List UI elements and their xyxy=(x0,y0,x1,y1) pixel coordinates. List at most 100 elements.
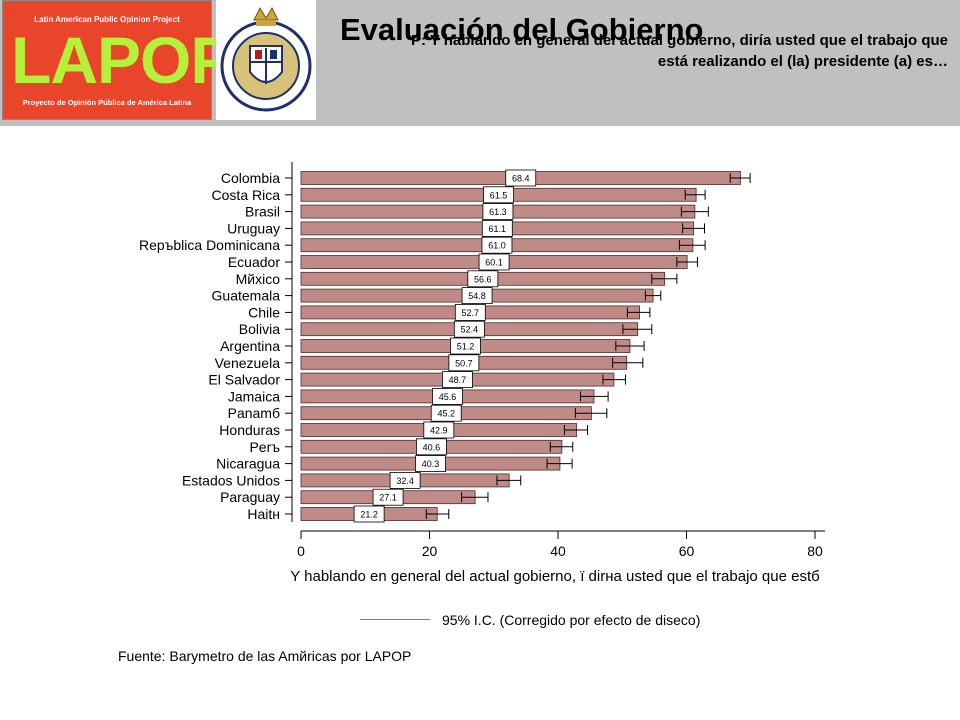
category-label: Colombia xyxy=(221,170,280,186)
data-label-text: 54.8 xyxy=(468,291,486,301)
data-label-text: 45.6 xyxy=(439,392,457,402)
category-label: Repъblica Dominicana xyxy=(139,237,280,253)
data-label: 61.3 xyxy=(482,203,514,220)
error-bar xyxy=(496,475,522,486)
category-label: Uruguay xyxy=(227,220,280,236)
data-label-text: 42.9 xyxy=(430,426,448,436)
error-bar xyxy=(425,509,450,519)
category-label: Argentina xyxy=(220,338,280,354)
data-label: 51.2 xyxy=(450,337,481,355)
data-label-text: 21.2 xyxy=(360,510,378,520)
x-axis-label: Y hablando en general del actual gobiern… xyxy=(290,568,819,585)
category-label: Brasil xyxy=(245,204,280,220)
source-note: Fuente: Barymetro de las Amйricas por LA… xyxy=(118,648,412,664)
error-bar xyxy=(684,189,706,200)
error-bar xyxy=(651,273,678,284)
data-label-text: 45.2 xyxy=(437,409,455,419)
category-label: Haitн xyxy=(247,506,280,522)
error-bar xyxy=(579,391,609,402)
category-label: Panamб xyxy=(228,405,280,421)
header-band: Latin American Public Opinion Project LA… xyxy=(0,0,960,126)
data-label: 32.4 xyxy=(389,471,421,489)
error-bar xyxy=(682,223,705,234)
x-tick-label: 20 xyxy=(422,543,438,559)
university-seal-icon xyxy=(220,6,312,112)
category-label: Costa Rica xyxy=(212,187,281,203)
x-tick-label: 40 xyxy=(550,543,566,559)
error-bar xyxy=(563,425,589,435)
error-bar xyxy=(626,307,651,318)
data-label-text: 60.1 xyxy=(485,258,503,268)
data-label: 61.1 xyxy=(481,220,513,237)
category-label: Nicaragua xyxy=(216,456,280,472)
data-label-text: 61.1 xyxy=(489,224,507,234)
data-label-text: 40.6 xyxy=(423,442,441,452)
error-bar xyxy=(680,206,709,217)
data-label: 45.2 xyxy=(430,404,462,422)
data-label: 54.8 xyxy=(461,287,493,305)
bar-chart: 68.4 61.5 61.3 61.1 61.0 60.1 56.6 54.8 52.7 52.4… xyxy=(139,162,825,620)
data-label-text: 51.2 xyxy=(457,342,475,352)
data-label-text: 40.3 xyxy=(422,459,440,469)
category-label: Estados Unidos xyxy=(182,472,280,488)
data-label: 50.7 xyxy=(448,354,480,372)
data-label: 61.5 xyxy=(483,186,514,204)
error-bar xyxy=(678,240,706,251)
category-label: Bolivia xyxy=(239,321,280,337)
data-label: 40.6 xyxy=(416,438,447,456)
data-label-text: 50.7 xyxy=(455,358,473,368)
error-bar xyxy=(612,357,644,368)
category-label: Chile xyxy=(248,304,280,320)
error-bar xyxy=(546,458,573,469)
x-tick-label: 60 xyxy=(679,543,695,559)
error-bar xyxy=(574,408,608,419)
data-label: 60.1 xyxy=(478,253,510,271)
bars-group: 68.4 61.5 61.3 61.1 61.0 60.1 56.6 54.8 52.7 52.4… xyxy=(300,169,751,523)
data-label-text: 52.4 xyxy=(461,325,479,335)
category-label: Jamaica xyxy=(228,388,280,404)
data-label-text: 56.6 xyxy=(474,274,492,284)
data-label: 45.6 xyxy=(432,387,463,405)
x-axis: 0 20 40 60 80 xyxy=(297,530,825,559)
legend-text: 95% I.C. (Corregido por efecto de diseco… xyxy=(442,612,701,628)
data-label: 48.7 xyxy=(442,371,473,389)
data-label-text: 61.0 xyxy=(488,241,506,251)
data-label-text: 52.7 xyxy=(462,308,480,318)
error-bar xyxy=(602,374,626,385)
data-label: 27.1 xyxy=(372,488,404,506)
data-label: 68.4 xyxy=(505,169,537,187)
lapop-logo: Latin American Public Opinion Project LA… xyxy=(2,0,234,120)
error-bar xyxy=(729,173,751,183)
error-bar xyxy=(549,441,574,452)
category-label: Mйxico xyxy=(236,271,281,287)
error-bar xyxy=(461,492,489,503)
data-label: 40.3 xyxy=(415,455,446,473)
data-label-text: 61.5 xyxy=(490,190,508,200)
question-text-content: P: Y hablando en general del actual gobi… xyxy=(410,32,948,70)
category-label: El Salvador xyxy=(208,372,280,388)
data-label-text: 32.4 xyxy=(396,476,414,486)
lapop-logo-top-text: Latin American Public Opinion Project xyxy=(34,15,180,24)
error-bar xyxy=(622,324,653,335)
data-label-text: 48.7 xyxy=(449,375,467,385)
data-label: 56.6 xyxy=(467,270,499,288)
x-tick-label: 80 xyxy=(807,543,823,559)
category-label: Guatemala xyxy=(212,288,281,304)
question-text: P: Y hablando en general del actual gobi… xyxy=(390,30,948,72)
category-label: Paraguay xyxy=(220,489,280,505)
page-title: Evaluación del Gobierno xyxy=(340,12,704,47)
error-bar xyxy=(615,341,645,351)
category-label: Venezuela xyxy=(215,355,281,371)
error-bar xyxy=(676,257,698,267)
error-bar xyxy=(644,290,662,301)
x-tick-label: 0 xyxy=(297,543,305,559)
data-label: 42.9 xyxy=(423,421,455,439)
data-label: 61.0 xyxy=(481,236,513,254)
university-seal-logo xyxy=(216,0,316,120)
data-label-text: 61.3 xyxy=(489,207,507,217)
category-label: Honduras xyxy=(219,422,280,438)
category-label: Perъ xyxy=(249,439,280,455)
data-label: 52.7 xyxy=(454,303,486,321)
data-label-text: 27.1 xyxy=(379,493,397,503)
